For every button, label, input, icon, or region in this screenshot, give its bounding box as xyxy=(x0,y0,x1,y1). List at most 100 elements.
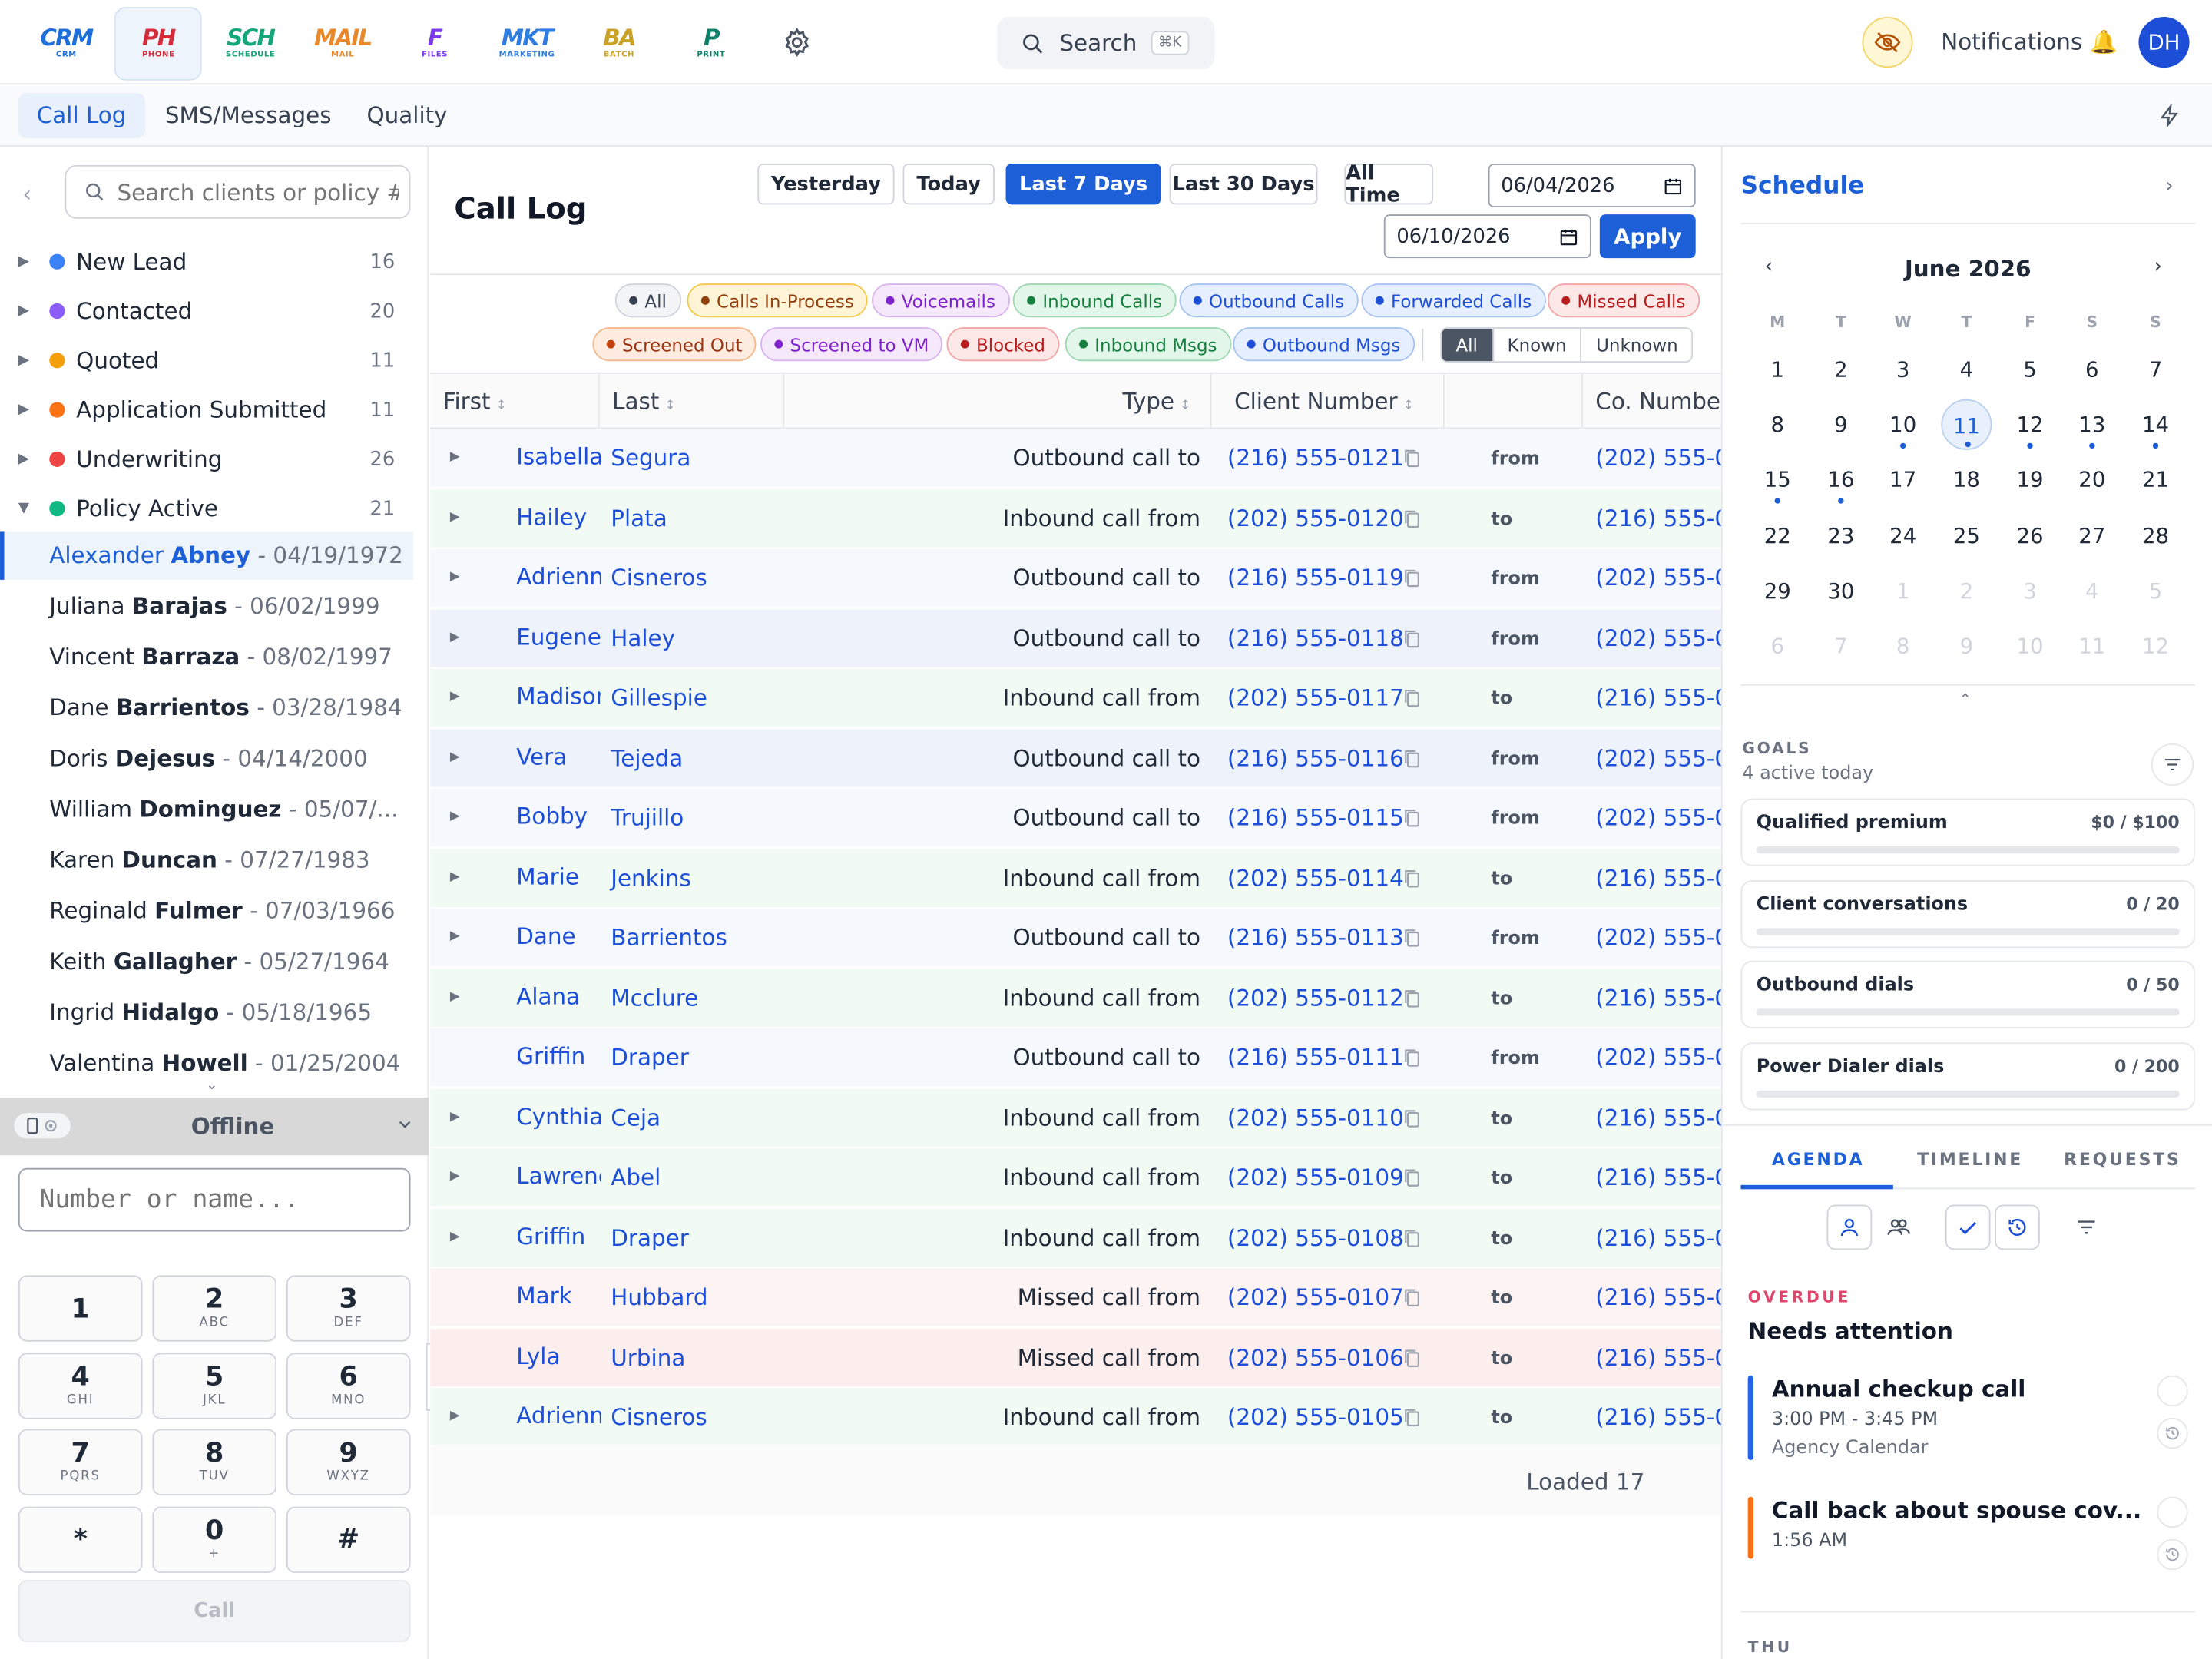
calendar-day[interactable]: 18 xyxy=(1941,455,1992,505)
calendar-day[interactable]: 26 xyxy=(2005,510,2055,561)
table-row[interactable]: ▶ Vera Tejeda Outbound call to (216) 555-011… xyxy=(430,728,1721,788)
copy-icon[interactable] xyxy=(1404,447,1421,474)
row-client-number[interactable]: (202) 555-0107 xyxy=(1227,1283,1404,1311)
completed-check-icon[interactable] xyxy=(1945,1204,1991,1250)
expand-row-caret-icon[interactable]: ▶ xyxy=(449,869,460,884)
calendar-day[interactable]: 4 xyxy=(1941,344,1992,395)
row-first-name[interactable]: Lawrence xyxy=(516,1162,601,1190)
row-last-name[interactable]: Hubbard xyxy=(611,1283,708,1311)
calendar-day[interactable]: 17 xyxy=(1878,455,1929,505)
settings-gear-icon[interactable] xyxy=(779,24,816,61)
history-icon[interactable] xyxy=(1995,1204,2040,1250)
row-company-number[interactable]: (216) 555-0 xyxy=(1595,1343,1721,1371)
snooze-clock-icon[interactable] xyxy=(2157,1417,2188,1449)
row-first-name[interactable]: Alana xyxy=(516,982,581,1010)
copy-icon[interactable] xyxy=(1404,747,1421,774)
prev-month-chevron-icon[interactable]: ‹ xyxy=(1764,255,1773,278)
table-row[interactable]: ▶ Hailey Plata Inbound call from (202) 555-0… xyxy=(430,488,1721,548)
complete-task-circle-icon[interactable] xyxy=(2157,1496,2188,1528)
agenda-task[interactable]: Annual checkup call 3:00 PM - 3:45 PM Agen… xyxy=(1747,1375,2188,1475)
filter-chip-inbound-calls[interactable]: Inbound Calls xyxy=(1012,283,1177,318)
row-last-name[interactable]: Tejeda xyxy=(611,743,684,771)
known-filter-known[interactable]: Known xyxy=(1493,328,1582,362)
expand-row-caret-icon[interactable]: ▶ xyxy=(449,750,460,764)
client-list-item[interactable]: Reginald Fulmer - 07/03/1966 xyxy=(0,887,413,935)
dial-key-8[interactable]: 8 TUV xyxy=(152,1429,276,1495)
row-first-name[interactable]: Hailey xyxy=(516,502,588,530)
row-company-number[interactable]: (202) 555-0 xyxy=(1595,743,1721,771)
calendar-day[interactable]: 5 xyxy=(2130,565,2181,616)
calendar-day[interactable]: 11 xyxy=(2067,621,2118,671)
row-first-name[interactable]: Isabella xyxy=(516,442,601,470)
client-list-item[interactable]: William Dominguez - 05/07/... xyxy=(0,786,413,833)
row-client-number[interactable]: (202) 555-0117 xyxy=(1227,684,1404,711)
copy-icon[interactable] xyxy=(1404,1107,1421,1134)
client-list-item[interactable]: Juliana Barajas - 06/02/1999 xyxy=(0,583,413,631)
row-first-name[interactable]: Cynthia xyxy=(516,1102,601,1130)
dial-key-6[interactable]: 6 MNO xyxy=(286,1352,411,1419)
stage-policy-active[interactable]: ▼ Policy Active 21 xyxy=(0,484,423,533)
dial-key-4[interactable]: 4 GHI xyxy=(18,1352,143,1419)
tab-agenda[interactable]: AGENDA xyxy=(1771,1149,1865,1170)
row-last-name[interactable]: Cisneros xyxy=(611,564,707,591)
privacy-toggle-button[interactable] xyxy=(1862,17,1913,68)
tab-sms-messages[interactable]: SMS/Messages xyxy=(164,101,332,129)
calendar-day[interactable]: 7 xyxy=(2130,344,2181,395)
app-files-button[interactable]: F FILES xyxy=(391,7,478,81)
chevron-down-icon[interactable]: ⌄ xyxy=(206,1078,218,1094)
filter-chip-missed-calls[interactable]: Missed Calls xyxy=(1547,283,1700,318)
row-company-number[interactable]: (202) 555-0 xyxy=(1595,564,1721,591)
table-row[interactable]: ▶ Madison Gillespie Inbound call from (202) … xyxy=(430,668,1721,728)
expand-row-caret-icon[interactable]: ▶ xyxy=(449,989,460,1004)
chevron-up-icon[interactable]: ⌃ xyxy=(1959,692,1972,709)
row-company-number[interactable]: (216) 555-0 xyxy=(1595,863,1721,891)
row-first-name[interactable]: Griffin xyxy=(516,1042,586,1070)
client-list-item[interactable]: Alexander Abney - 04/19/1972 xyxy=(0,531,414,580)
table-row[interactable]: ▶ Cynthia Ceja Inbound call from (202) 555-0… xyxy=(430,1088,1721,1148)
row-client-number[interactable]: (202) 555-0110 xyxy=(1227,1104,1404,1131)
expand-row-caret-icon[interactable]: ▶ xyxy=(449,630,460,644)
calendar-day[interactable]: 10 xyxy=(2005,621,2055,671)
user-avatar[interactable]: DH xyxy=(2138,17,2190,68)
row-client-number[interactable]: (216) 555-0116 xyxy=(1227,743,1404,771)
dial-key-7[interactable]: 7 PQRS xyxy=(18,1429,143,1495)
device-badge[interactable] xyxy=(14,1113,71,1139)
filter-chip-inbound-msgs[interactable]: Inbound Msgs xyxy=(1065,327,1231,362)
call-button[interactable]: Call xyxy=(18,1580,411,1642)
row-company-number[interactable]: (216) 555-0 xyxy=(1595,1403,1721,1431)
calendar-day[interactable]: 12 xyxy=(2005,399,2055,450)
table-row[interactable]: ▶ Adrienne Cisneros Inbound call from (202) … xyxy=(430,1388,1721,1448)
row-first-name[interactable]: Vera xyxy=(516,743,568,770)
client-search-field[interactable] xyxy=(65,164,411,219)
next-month-chevron-icon[interactable]: › xyxy=(2154,255,2162,278)
calendar-day[interactable]: 16 xyxy=(1816,455,1866,505)
table-row[interactable]: ▶ Griffin Draper Inbound call from (202) 555… xyxy=(430,1208,1721,1268)
date-to-field[interactable]: 06/10/2026 xyxy=(1383,214,1591,259)
copy-icon[interactable] xyxy=(1404,567,1421,594)
date-from-field[interactable]: 06/04/2026 xyxy=(1488,164,1696,207)
row-company-number[interactable]: (216) 555-0 xyxy=(1595,1224,1721,1251)
filter-chip-screened-out[interactable]: Screened Out xyxy=(592,327,757,362)
calendar-day[interactable]: 2 xyxy=(1941,565,1992,616)
row-first-name[interactable]: Griffin xyxy=(516,1222,586,1250)
col-last[interactable]: Last ↕ xyxy=(600,373,785,431)
app-marketing-button[interactable]: MKT MARKETING xyxy=(483,7,571,81)
agenda-task[interactable]: Call back about spouse cov... 1:56 AM xyxy=(1747,1496,2188,1596)
filter-chip-voicemails[interactable]: Voicemails xyxy=(872,283,1010,318)
row-first-name[interactable]: Adrienne xyxy=(516,562,601,590)
tab-quality[interactable]: Quality xyxy=(366,101,448,129)
client-list-item[interactable]: Ingrid Hidalgo - 05/18/1965 xyxy=(0,989,413,1037)
stage-application-submitted[interactable]: ▶ Application Submitted 11 xyxy=(0,385,423,434)
table-row[interactable]: ▶ Eugene Haley Outbound call to (216) 555-01… xyxy=(430,608,1721,668)
goal-card[interactable]: Client conversations 0 / 20 xyxy=(1740,879,2195,948)
goals-filter-button[interactable] xyxy=(2151,743,2194,786)
caret-right-icon[interactable]: ▶ xyxy=(18,353,30,369)
client-list-item[interactable]: Karen Duncan - 07/27/1983 xyxy=(0,836,413,884)
row-company-number[interactable]: (202) 555-0 xyxy=(1595,444,1721,472)
filter-chip-all[interactable]: All xyxy=(614,283,681,318)
copy-icon[interactable] xyxy=(1404,1346,1421,1373)
calendar-day[interactable]: 13 xyxy=(2067,399,2118,450)
calendar-day[interactable]: 23 xyxy=(1816,510,1866,561)
calendar-day[interactable]: 25 xyxy=(1941,510,1992,561)
caret-right-icon[interactable]: ▶ xyxy=(18,451,30,467)
